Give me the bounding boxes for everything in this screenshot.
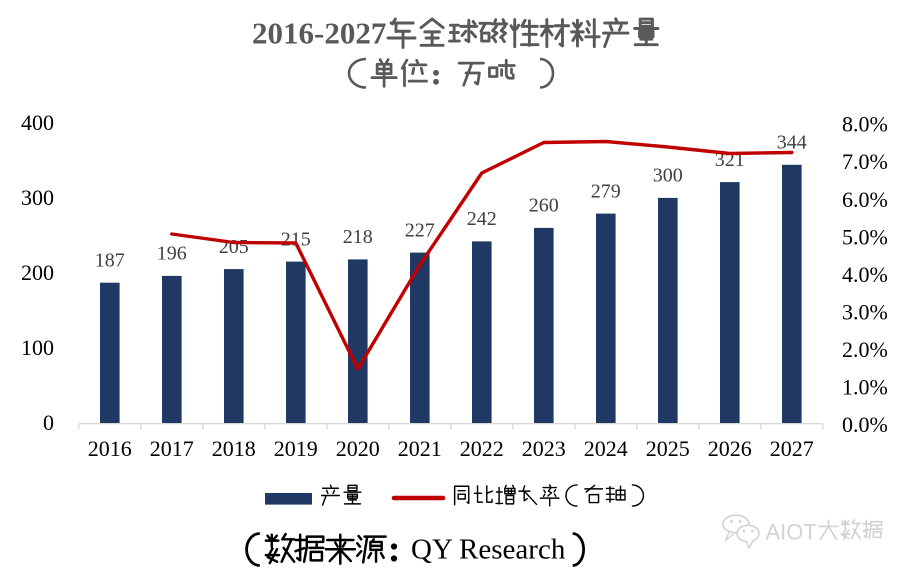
svg-text:3.0%: 3.0% <box>842 299 888 324</box>
svg-text:2026: 2026 <box>708 436 752 461</box>
svg-text:2016: 2016 <box>88 436 132 461</box>
svg-text:2020: 2020 <box>336 436 380 461</box>
svg-text:7.0%: 7.0% <box>842 149 888 174</box>
svg-text:2.0%: 2.0% <box>842 337 888 362</box>
svg-text:344: 344 <box>777 132 807 154</box>
svg-text:QY Research: QY Research <box>411 534 566 566</box>
svg-text:2021: 2021 <box>398 436 442 461</box>
svg-text:242: 242 <box>467 208 497 230</box>
svg-text:2023: 2023 <box>522 436 566 461</box>
svg-text:200: 200 <box>21 260 54 285</box>
svg-text:1.0%: 1.0% <box>842 374 888 399</box>
svg-text:187: 187 <box>95 249 125 271</box>
svg-text:2018: 2018 <box>212 436 256 461</box>
svg-text:100: 100 <box>21 335 54 360</box>
svg-text:8.0%: 8.0% <box>842 112 888 137</box>
svg-text:215: 215 <box>281 228 311 250</box>
svg-text:0: 0 <box>43 410 54 435</box>
svg-text:2027: 2027 <box>770 436 814 461</box>
svg-text:2024: 2024 <box>584 436 628 461</box>
svg-text:400: 400 <box>21 110 54 135</box>
svg-text:2019: 2019 <box>274 436 318 461</box>
svg-text:300: 300 <box>21 185 54 210</box>
svg-text:2025: 2025 <box>646 436 690 461</box>
svg-text:2022: 2022 <box>460 436 504 461</box>
svg-text:5.0%: 5.0% <box>842 224 888 249</box>
svg-text:0.0%: 0.0% <box>842 412 888 437</box>
svg-text:227: 227 <box>405 219 435 241</box>
svg-text:196: 196 <box>157 243 187 265</box>
svg-text:300: 300 <box>653 165 683 187</box>
svg-text:2017: 2017 <box>150 436 194 461</box>
svg-text:6.0%: 6.0% <box>842 187 888 212</box>
svg-text:218: 218 <box>343 226 373 248</box>
svg-text:2016-2027: 2016-2027 <box>252 16 386 51</box>
svg-text:205: 205 <box>219 236 249 258</box>
svg-text:AIOT: AIOT <box>766 520 817 545</box>
svg-text:279: 279 <box>591 180 621 202</box>
svg-text:4.0%: 4.0% <box>842 262 888 287</box>
svg-text:260: 260 <box>529 195 559 217</box>
